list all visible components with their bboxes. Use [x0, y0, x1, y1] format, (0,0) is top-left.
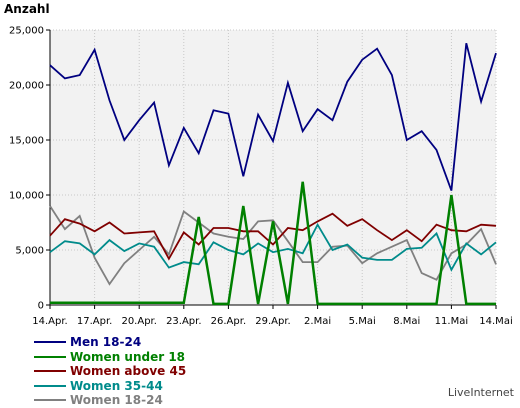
plot-area — [50, 30, 496, 305]
y-tick-label: 0 — [38, 301, 44, 312]
y-tick-label: 15,000 — [9, 136, 44, 147]
legend-swatch-4 — [34, 399, 66, 402]
legend-swatch-3 — [34, 384, 66, 387]
x-tick-label: 26.Apr. — [211, 316, 246, 327]
legend-item: Women 18-24 — [34, 393, 186, 408]
y-axis-label: Anzahl — [4, 2, 50, 16]
x-tick-label: 5.Mai — [349, 316, 376, 327]
legend-swatch-2 — [34, 370, 66, 373]
x-tick-label: 29.Apr. — [255, 316, 290, 327]
x-tick-label: 8.Mai — [393, 316, 420, 327]
legend-swatch-0 — [34, 341, 66, 344]
legend-item: Men 18-24 — [34, 335, 186, 350]
series-line-women-above-45 — [49, 212, 497, 261]
x-tick-label: 14.Apr. — [32, 316, 67, 327]
series-line-men-18-24 — [49, 42, 497, 191]
series-line-women-under-18 — [50, 181, 496, 306]
x-tick-label: 11.Mai — [435, 316, 468, 327]
x-tick-label: 2.Mai — [304, 316, 331, 327]
legend-item: Women above 45 — [34, 364, 186, 379]
legend-label: Men 18-24 — [70, 335, 142, 350]
legend-label: Women 35-44 — [70, 378, 163, 393]
x-tick-label: 20.Apr. — [121, 316, 156, 327]
series-line-women-35-44 — [49, 222, 497, 272]
x-tick-label: 14.Mai — [479, 316, 512, 327]
watermark: LiveInternet — [447, 386, 514, 399]
series-line-women-18-24 — [49, 205, 497, 286]
y-tick-label: 5,000 — [15, 246, 44, 257]
y-tick-label: 25,000 — [9, 26, 44, 37]
legend-label: Women under 18 — [70, 349, 186, 364]
legend-label: Women 18-24 — [70, 393, 163, 408]
x-tick-label: 17.Apr. — [77, 316, 112, 327]
y-tick-label: 20,000 — [9, 81, 44, 92]
legend-item: Women 35-44 — [34, 379, 186, 394]
legend-swatch-1 — [34, 355, 66, 358]
x-tick-label: 23.Apr. — [166, 316, 201, 327]
legend-label: Women above 45 — [70, 364, 187, 379]
legend: Men 18-24 Women under 18 Women above 45 … — [34, 335, 186, 408]
legend-item: Women under 18 — [34, 350, 186, 365]
y-tick-label: 10,000 — [9, 191, 44, 202]
